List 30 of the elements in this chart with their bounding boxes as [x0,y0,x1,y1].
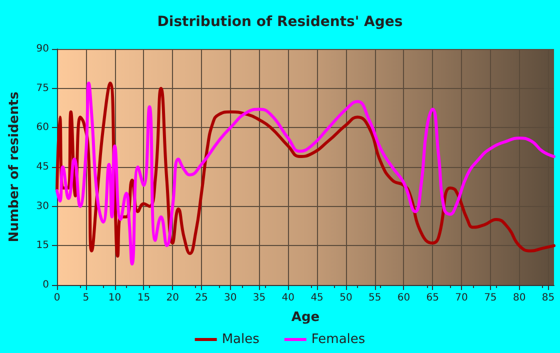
y-axis-title: Number of residents [7,91,22,242]
x-tick-label: 50 [340,292,352,304]
x-tick-label: 70 [455,292,468,304]
y-tick-label: 15 [36,240,49,252]
x-tick-label: 80 [512,292,526,304]
x-tick-label: 85 [542,292,555,304]
x-axis-title: Age [291,310,320,325]
x-tick-label: 0 [54,292,60,304]
legend-label: Females [311,332,366,347]
x-tick-label: 75 [484,292,497,304]
y-tick-label: 60 [36,122,49,134]
legend-label: Males [222,332,260,347]
chart-title: Distribution of Residents' Ages [157,14,403,30]
y-tick-label: 75 [36,82,49,94]
y-tick-label: 90 [36,44,49,54]
x-tick-label: 55 [368,292,382,304]
y-tick-label: 45 [36,162,49,172]
x-tick-label: 45 [310,292,324,304]
x-tick-label: 10 [108,292,122,304]
y-tick-label: 30 [36,200,49,212]
x-tick-label: 65 [426,292,440,304]
x-tick-label: 15 [137,292,150,304]
y-tick-label: 0 [42,280,49,290]
x-tick-label: 60 [397,292,410,304]
x-tick-label: 20 [166,292,179,304]
x-tick-label: 40 [282,292,295,304]
x-tick-label: 25 [195,292,208,304]
x-tick-label: 5 [82,292,90,304]
x-tick-label: 30 [224,292,237,304]
x-tick-label: 35 [252,292,266,304]
